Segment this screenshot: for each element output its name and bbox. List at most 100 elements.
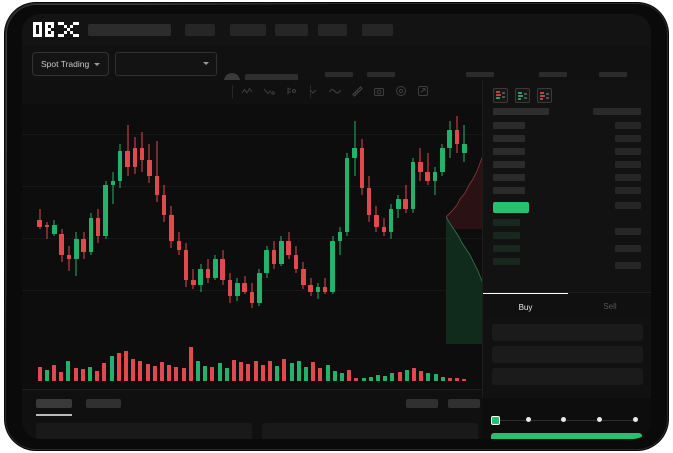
chevron-down-icon[interactable] bbox=[306, 84, 320, 98]
order-book-panel bbox=[482, 80, 651, 292]
tab-sell[interactable]: Sell bbox=[603, 301, 617, 311]
bottom-tab-order-history[interactable] bbox=[86, 399, 121, 408]
candlestick bbox=[147, 104, 152, 334]
candlestick bbox=[242, 104, 247, 334]
ruler-icon[interactable] bbox=[350, 84, 364, 98]
candlestick bbox=[403, 104, 409, 334]
candlestick bbox=[264, 104, 269, 334]
candlestick bbox=[198, 104, 203, 334]
settings-icon[interactable] bbox=[394, 84, 408, 98]
volume-bar bbox=[339, 372, 345, 381]
candlestick bbox=[249, 104, 255, 334]
orderbook-bid-row[interactable] bbox=[493, 245, 520, 252]
candlestick bbox=[359, 104, 365, 334]
logo-pixel bbox=[39, 31, 43, 34]
volume-bar bbox=[368, 376, 373, 381]
volume-bar bbox=[419, 370, 424, 381]
candlestick bbox=[293, 104, 299, 334]
orderbook-ask-row[interactable] bbox=[493, 161, 525, 168]
candlestick bbox=[191, 104, 196, 334]
candlestick bbox=[308, 104, 313, 334]
candlestick bbox=[88, 104, 94, 334]
orderbook-ask-row[interactable] bbox=[493, 122, 525, 129]
volume-bar bbox=[296, 360, 301, 381]
volume-bar bbox=[131, 358, 136, 381]
nav-item-3[interactable] bbox=[275, 24, 308, 36]
volume-bar bbox=[361, 378, 366, 381]
global-search-input[interactable] bbox=[88, 24, 171, 36]
order-price-field[interactable] bbox=[492, 324, 643, 341]
indicator-icon[interactable] bbox=[284, 84, 298, 98]
tab-buy[interactable]: Buy bbox=[483, 293, 568, 320]
chart-gridline bbox=[22, 238, 482, 239]
slider-step-dot[interactable] bbox=[526, 417, 531, 422]
line-chart-icon[interactable] bbox=[240, 84, 254, 98]
volume-bar bbox=[109, 356, 114, 381]
logo-pixel bbox=[72, 34, 76, 37]
candlestick bbox=[432, 104, 438, 334]
volume-bar bbox=[397, 371, 402, 381]
bottom-tab-open-orders[interactable] bbox=[36, 399, 72, 408]
nav-item-2[interactable] bbox=[230, 24, 266, 36]
orderbook-ask-row[interactable] bbox=[493, 174, 525, 181]
orderbook-ask-row[interactable] bbox=[493, 135, 525, 142]
candlestick bbox=[279, 104, 284, 334]
order-total-field[interactable] bbox=[492, 368, 643, 385]
nav-item-4[interactable] bbox=[318, 24, 347, 36]
fullscreen-icon[interactable] bbox=[416, 84, 430, 98]
volume-bar bbox=[318, 368, 323, 381]
logo-pixel bbox=[36, 22, 40, 25]
logo-pixel bbox=[51, 25, 55, 28]
trend-line-icon[interactable] bbox=[262, 84, 276, 98]
trading-pair-dropdown[interactable] bbox=[115, 52, 217, 76]
candlestick bbox=[352, 104, 357, 334]
bottom-action-2[interactable] bbox=[448, 399, 480, 408]
orderbook-ask-row[interactable] bbox=[493, 187, 525, 194]
orderbook-spread-row[interactable] bbox=[493, 202, 529, 213]
spot-trading-selector[interactable]: Spot Trading bbox=[32, 52, 110, 76]
submit-order-button[interactable] bbox=[491, 433, 642, 439]
slider-step-dot[interactable] bbox=[561, 417, 566, 422]
price-chart[interactable] bbox=[22, 104, 502, 389]
volume-bar bbox=[354, 377, 359, 381]
candlestick bbox=[125, 104, 130, 334]
orderbook-bid-row[interactable] bbox=[493, 258, 520, 265]
volume-bar bbox=[332, 370, 337, 381]
candlestick bbox=[271, 104, 277, 334]
orderbook-bid-row[interactable] bbox=[493, 232, 520, 239]
slider-step-dot[interactable] bbox=[633, 417, 638, 422]
logo-pixel bbox=[33, 28, 37, 31]
volume-bar bbox=[303, 366, 309, 381]
volume-bar bbox=[347, 369, 352, 381]
volume-bar bbox=[95, 370, 100, 381]
orderbook-mode-both-icon[interactable] bbox=[493, 88, 508, 103]
stat-label bbox=[466, 72, 494, 77]
camera-icon[interactable] bbox=[372, 84, 386, 98]
orderbook-mode-asks-icon[interactable] bbox=[537, 88, 552, 103]
candlestick bbox=[322, 104, 328, 334]
logo-pixel bbox=[72, 22, 76, 25]
nav-item-5[interactable] bbox=[362, 24, 393, 36]
volume-bar bbox=[440, 376, 445, 381]
order-amount-field[interactable] bbox=[492, 346, 643, 363]
orderbook-column-header-price bbox=[493, 108, 549, 115]
logo-pixel bbox=[33, 31, 37, 34]
nav-item-1[interactable] bbox=[185, 24, 215, 36]
slider-step-dot[interactable] bbox=[597, 417, 602, 422]
volume-bar bbox=[260, 364, 265, 381]
orderbook-mode-bids-icon[interactable] bbox=[515, 88, 530, 103]
order-form bbox=[482, 318, 651, 398]
logo-pixel bbox=[39, 22, 43, 25]
slider-handle[interactable] bbox=[491, 415, 500, 425]
orderbook-amount-cell bbox=[615, 187, 641, 194]
logo-pixel bbox=[69, 25, 73, 28]
bottom-action-1[interactable] bbox=[406, 399, 438, 408]
orderbook-bid-row[interactable] bbox=[493, 219, 520, 226]
active-tab-underline bbox=[36, 414, 72, 416]
orderbook-ask-row[interactable] bbox=[493, 148, 525, 155]
volume-bar bbox=[462, 378, 467, 381]
okx-logo[interactable] bbox=[33, 22, 79, 37]
order-percent-slider[interactable] bbox=[491, 415, 642, 425]
wave-icon[interactable] bbox=[328, 84, 342, 98]
candlestick bbox=[315, 104, 321, 334]
